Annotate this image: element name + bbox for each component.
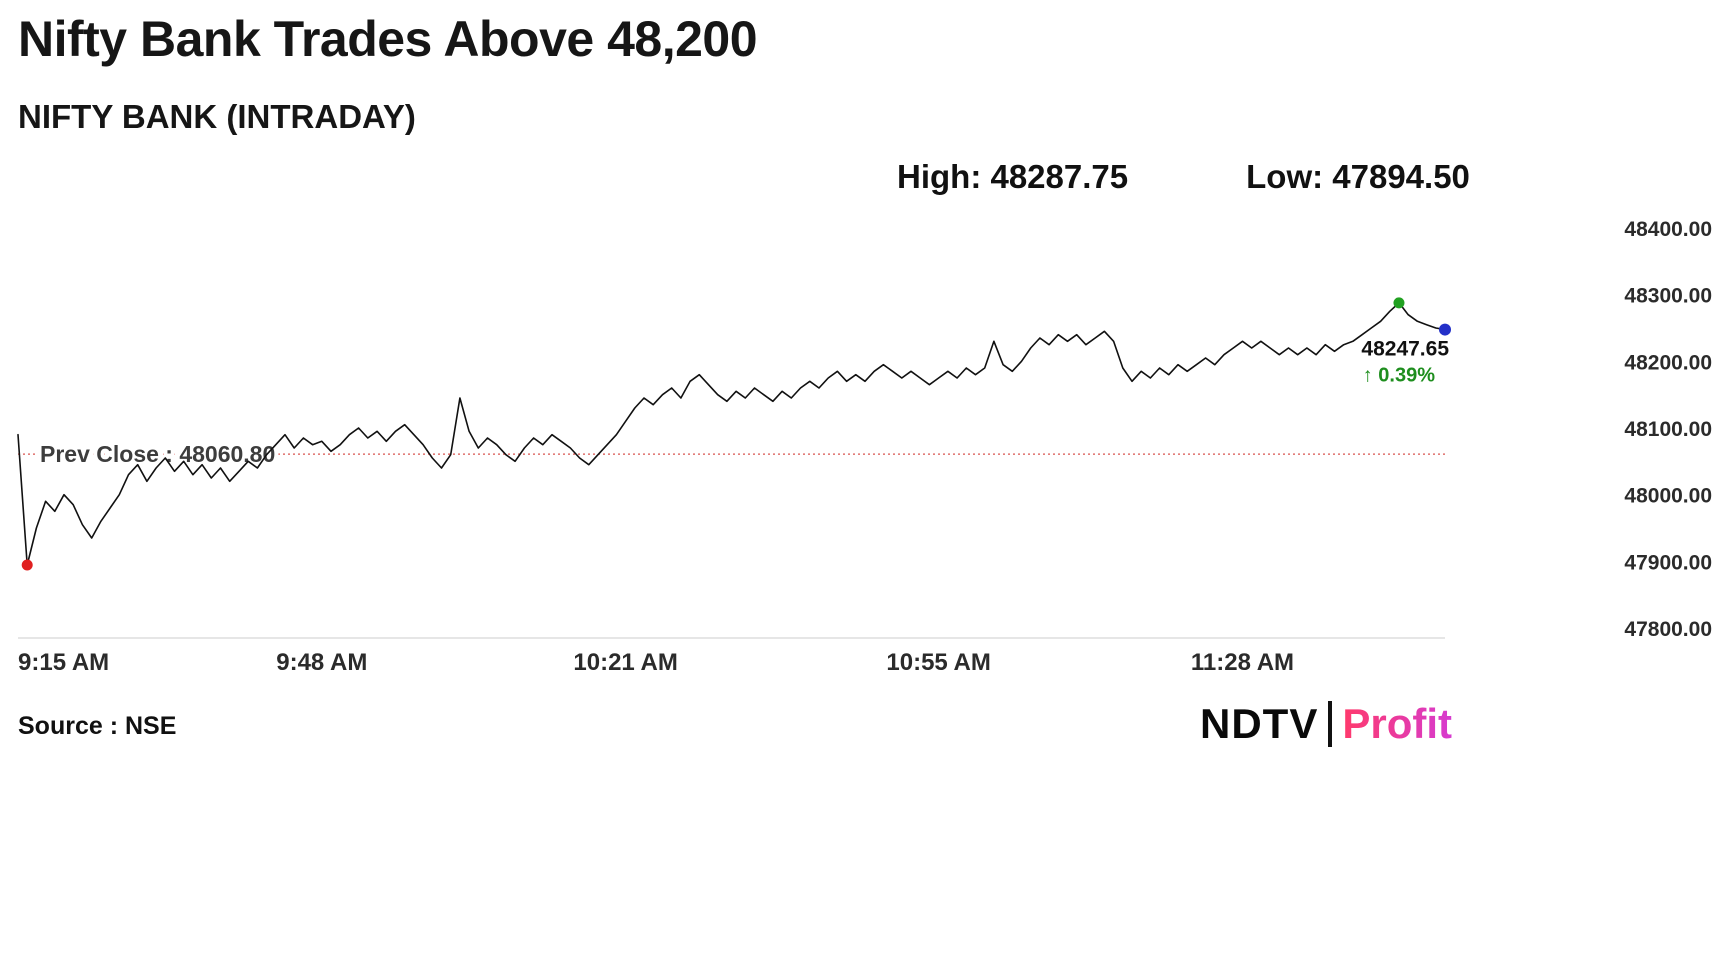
y-axis-tick-label: 48300.00	[1624, 285, 1712, 308]
y-axis-tick-label: 48100.00	[1624, 418, 1712, 441]
last-change-label: ↑ 0.39%	[1363, 365, 1435, 387]
high-low-row: High: 48287.75 Low: 47894.50	[897, 158, 1470, 196]
high-value-label: High: 48287.75	[897, 158, 1129, 195]
low-marker-dot	[21, 559, 33, 571]
y-axis-tick-label: 48400.00	[1624, 218, 1712, 241]
y-axis-tick-label: 47800.00	[1624, 618, 1712, 641]
ndtv-profit-logo: NDTV Profit	[1200, 700, 1452, 748]
low-value-label: Low: 47894.50	[1246, 158, 1470, 195]
y-axis-tick-label: 48200.00	[1624, 351, 1712, 374]
x-axis-tick-label: 11:28 AM	[1191, 649, 1294, 676]
prev-close-label: Prev Close : 48060.80	[40, 441, 275, 467]
y-axis-tick-label: 47900.00	[1624, 551, 1712, 574]
x-axis-tick-label: 10:21 AM	[573, 649, 677, 676]
ndtv-wordmark: NDTV	[1200, 700, 1319, 747]
profit-wordmark: Profit	[1342, 700, 1452, 747]
x-axis-tick-label: 9:15 AM	[18, 649, 109, 676]
price-line	[17, 301, 1446, 566]
last-price-label: 48247.65	[1361, 338, 1449, 361]
y-axis-tick-label: 48000.00	[1624, 485, 1712, 508]
x-axis-tick-label: 10:55 AM	[886, 649, 990, 676]
chart-subtitle: NIFTY BANK (INTRADAY)	[18, 98, 416, 135]
high-marker-dot	[1393, 297, 1405, 309]
page-title: Nifty Bank Trades Above 48,200	[18, 11, 758, 67]
x-axis-tick-label: 9:48 AM	[276, 649, 367, 676]
source-label: Source : NSE	[18, 712, 177, 740]
last-price-dot	[1439, 323, 1451, 336]
logo-divider	[1328, 701, 1333, 747]
